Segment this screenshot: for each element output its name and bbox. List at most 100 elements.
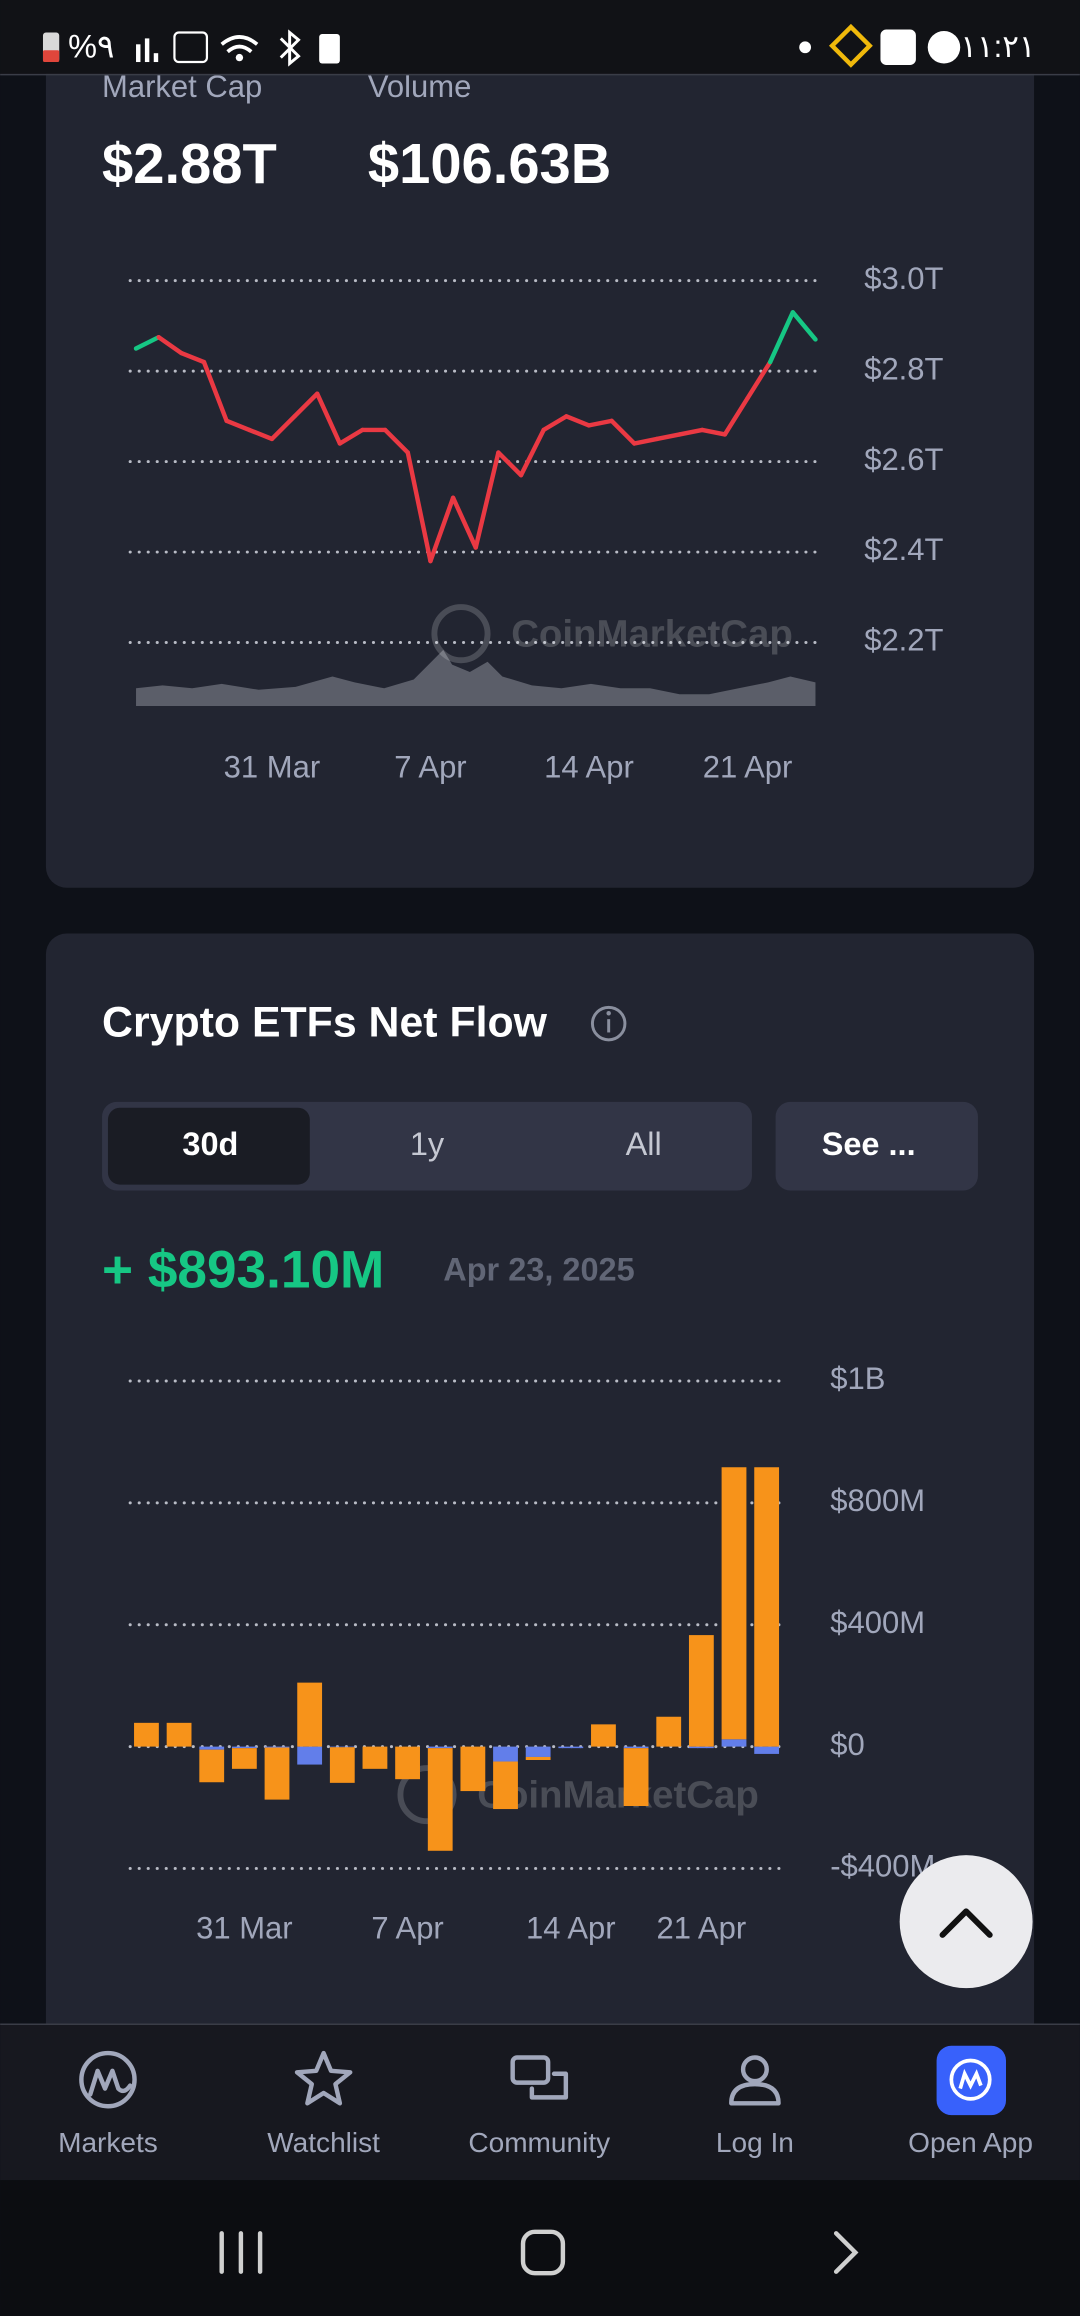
clock: ١١:٢١ <box>960 29 1035 64</box>
line-segment <box>337 427 365 446</box>
y-tick-label: $2.4T <box>864 532 943 567</box>
tab-selected <box>107 1107 310 1185</box>
watermark-logo <box>431 604 491 664</box>
bar <box>427 1746 453 1749</box>
bar <box>754 1746 780 1754</box>
tab-label[interactable]: All <box>626 1126 662 1162</box>
bar <box>231 1748 257 1769</box>
bar <box>721 1739 747 1747</box>
info-icon[interactable] <box>590 1005 627 1042</box>
line-segment <box>292 391 320 419</box>
system-buttons <box>219 2229 859 2276</box>
watchlist-icon[interactable] <box>294 2050 353 2106</box>
nav-label[interactable]: Log In <box>716 2127 794 2158</box>
x-tick-label: 31 Mar <box>224 750 320 785</box>
watermark: CoinMarketCap <box>477 1774 759 1817</box>
scroll-top-icon <box>939 1908 993 1938</box>
back-button[interactable] <box>833 2231 859 2274</box>
community-icon[interactable] <box>510 2055 551 2085</box>
battery-level <box>42 50 60 63</box>
tab-label[interactable]: 30d <box>182 1126 238 1162</box>
scroll-top-button[interactable] <box>899 1855 1033 1989</box>
line-segment <box>632 436 660 446</box>
line-segment <box>654 432 682 442</box>
line-segment <box>247 427 275 442</box>
bar <box>134 1722 159 1747</box>
nav-labels: Markets Watchlist Community Log In Open App <box>58 2127 1033 2158</box>
market-cap-chart: $3.0T $2.8T $2.6T $2.4T $2.2T 31 Mar 7 Apr 14 A… <box>128 261 944 785</box>
nav-label[interactable]: Community <box>468 2127 610 2158</box>
binance-icon <box>828 23 873 68</box>
bluetooth-icon <box>279 29 301 67</box>
bar <box>264 1747 290 1800</box>
watermark: CoinMarketCap <box>511 613 793 656</box>
status-bar <box>0 0 1080 74</box>
line-segment <box>722 396 750 437</box>
markets-icon[interactable] <box>79 2050 137 2109</box>
y-tick-label: $1B <box>830 1361 885 1396</box>
tab-label[interactable]: 1y <box>410 1126 445 1162</box>
nav-icons <box>79 2050 781 2109</box>
nav-label[interactable]: Watchlist <box>267 2127 380 2158</box>
market-card <box>45 0 1035 888</box>
bar <box>688 1746 714 1749</box>
app-icon <box>880 29 916 65</box>
line-segment <box>224 418 252 433</box>
see-more-button[interactable] <box>775 1101 978 1191</box>
line-segment <box>745 359 773 401</box>
market-cap-value: $2.88T <box>102 132 277 195</box>
net-flow-date: Apr 23, 2025 <box>443 1251 634 1287</box>
line-segment <box>314 391 343 446</box>
y-tick-label: $2.6T <box>864 442 943 477</box>
line-segment <box>541 414 569 433</box>
notification-dot <box>799 41 812 54</box>
bar <box>199 1746 225 1750</box>
tabs: 30d 1y All <box>107 1107 662 1185</box>
y-tick-label: $2.2T <box>864 623 943 658</box>
info-icon-dot <box>606 1011 611 1016</box>
line-segment <box>179 350 207 365</box>
wifi-dot <box>235 53 244 62</box>
wifi-icon <box>220 35 259 54</box>
markets-icon-mark <box>88 2068 133 2097</box>
line-segment <box>405 450 433 564</box>
nav-label[interactable]: Open App <box>908 2127 1033 2158</box>
bar <box>591 1724 616 1747</box>
home-button[interactable] <box>520 2229 566 2276</box>
bar <box>329 1747 355 1783</box>
line-segment <box>767 310 796 365</box>
x-tick-label: 21 Apr <box>703 750 793 785</box>
y-tick-label: $3.0T <box>864 261 943 296</box>
y-tick-label: $2.8T <box>864 351 943 386</box>
bar <box>395 1746 420 1780</box>
line-segment <box>201 359 229 424</box>
line-segment <box>269 414 297 442</box>
bar <box>623 1746 649 1749</box>
line-segment <box>700 427 728 437</box>
net-flow-value: + $893.10M <box>102 1240 384 1299</box>
community-icon-back <box>529 2071 569 2100</box>
x-tick-label: 14 Apr <box>526 1911 616 1946</box>
see-more-label[interactable]: See ... <box>822 1126 916 1162</box>
x-tick-label: 31 Mar <box>196 1911 292 1946</box>
etf-card <box>45 933 1035 2057</box>
line-segment <box>609 418 637 446</box>
recents-button[interactable] <box>219 2231 263 2274</box>
line-segment <box>518 427 546 478</box>
bar <box>427 1748 453 1851</box>
bar <box>493 1761 518 1810</box>
volume-area <box>136 649 816 707</box>
bar <box>688 1635 714 1747</box>
login-icon-body <box>729 2081 781 2106</box>
login-icon-head[interactable] <box>740 2055 769 2084</box>
x-tick-label: 7 Apr <box>394 750 466 785</box>
line-segment <box>677 427 705 437</box>
nav-label[interactable]: Markets <box>58 2127 158 2158</box>
line-segment <box>473 450 501 550</box>
line-segment <box>564 414 592 428</box>
line-segment <box>450 495 478 550</box>
bar <box>558 1746 584 1749</box>
